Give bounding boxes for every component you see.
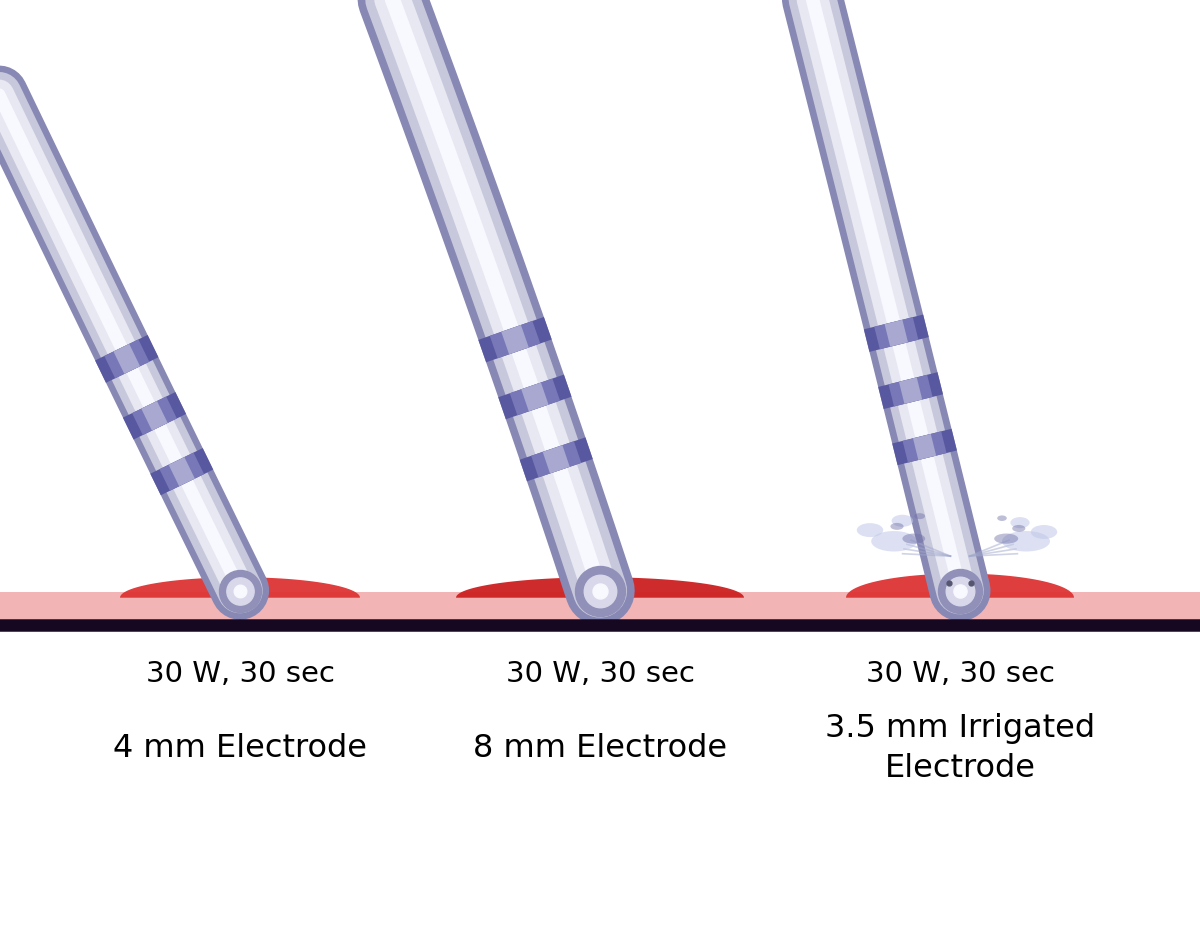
Ellipse shape — [892, 515, 913, 527]
Text: 3.5 mm Irrigated
Electrode: 3.5 mm Irrigated Electrode — [824, 713, 1096, 784]
Polygon shape — [120, 578, 360, 598]
Ellipse shape — [902, 534, 925, 544]
Ellipse shape — [1010, 517, 1030, 528]
Ellipse shape — [857, 523, 883, 538]
Ellipse shape — [1031, 525, 1057, 539]
Text: 30 W, 30 sec: 30 W, 30 sec — [145, 660, 335, 688]
Ellipse shape — [890, 523, 904, 530]
Polygon shape — [846, 574, 1074, 598]
Text: 4 mm Electrode: 4 mm Electrode — [113, 733, 367, 764]
Text: 30 W, 30 sec: 30 W, 30 sec — [865, 660, 1055, 688]
Bar — [0, 592, 1200, 628]
Ellipse shape — [914, 513, 925, 519]
Text: 30 W, 30 sec: 30 W, 30 sec — [505, 660, 695, 688]
Polygon shape — [456, 578, 744, 598]
Text: 8 mm Electrode: 8 mm Electrode — [473, 733, 727, 764]
Ellipse shape — [997, 515, 1007, 521]
Ellipse shape — [995, 534, 1019, 544]
Ellipse shape — [1002, 531, 1050, 551]
Ellipse shape — [871, 531, 917, 551]
Ellipse shape — [1013, 525, 1026, 532]
